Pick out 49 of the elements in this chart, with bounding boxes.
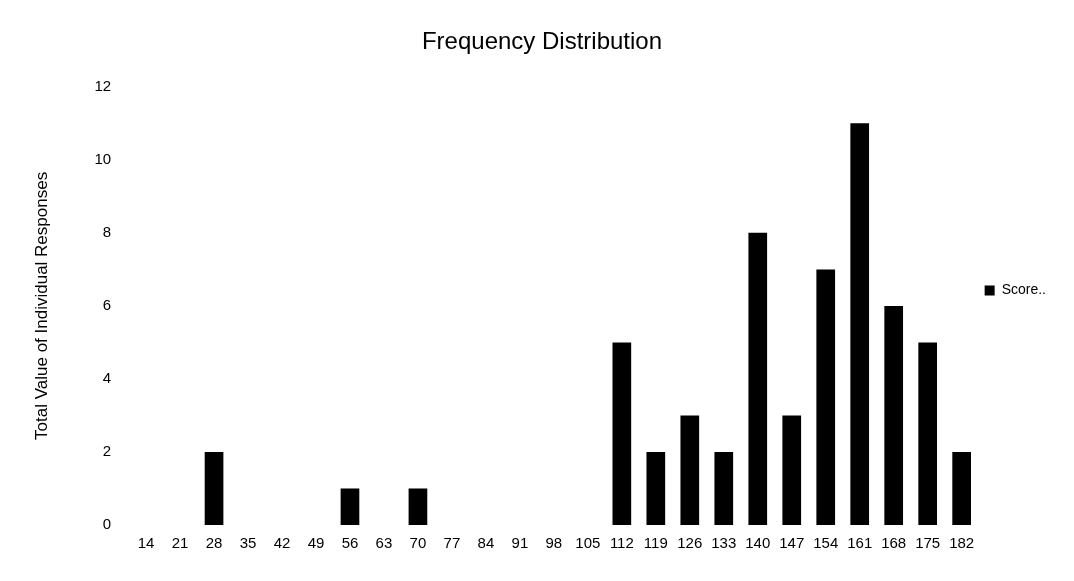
x-tick-label: 77 bbox=[443, 534, 461, 552]
bar bbox=[816, 269, 836, 525]
y-tick-label: 10 bbox=[94, 149, 112, 167]
y-tick-label: 8 bbox=[102, 223, 112, 241]
bar bbox=[714, 451, 734, 525]
x-tick-label: 42 bbox=[273, 534, 291, 552]
x-tick-label: 84 bbox=[477, 534, 495, 552]
x-tick-label: 140 bbox=[745, 534, 771, 552]
bar bbox=[884, 305, 904, 525]
x-tick-label: 105 bbox=[575, 534, 601, 552]
x-tick-label: 126 bbox=[677, 534, 703, 552]
x-tick-label: 168 bbox=[881, 534, 907, 552]
y-axis-title: Total Value of Individual Responses bbox=[31, 171, 51, 440]
x-tick-label: 56 bbox=[341, 534, 359, 552]
bar bbox=[612, 342, 632, 525]
bar bbox=[204, 451, 224, 525]
x-tick-label: 182 bbox=[949, 534, 975, 552]
y-tick-label: 4 bbox=[102, 369, 112, 387]
x-tick-label: 70 bbox=[409, 534, 427, 552]
x-tick-label: 91 bbox=[511, 534, 529, 552]
y-tick-label: 0 bbox=[102, 515, 112, 533]
bar bbox=[850, 123, 870, 525]
bar bbox=[952, 451, 971, 525]
x-tick-label: 63 bbox=[375, 534, 393, 552]
chart-title: Frequency Distribution bbox=[421, 27, 663, 55]
bar bbox=[680, 415, 700, 525]
x-tick-label: 28 bbox=[205, 534, 223, 552]
x-tick-label: 133 bbox=[711, 534, 737, 552]
bar bbox=[646, 451, 666, 525]
x-tick-label: 14 bbox=[137, 534, 155, 552]
bar bbox=[340, 488, 360, 525]
y-tick-label: 2 bbox=[102, 442, 112, 460]
bar bbox=[918, 342, 938, 525]
legend-label: Score.. bbox=[1001, 281, 1047, 298]
y-tick-label: 6 bbox=[102, 296, 112, 314]
bar bbox=[748, 232, 768, 525]
x-tick-label: 161 bbox=[847, 534, 873, 552]
x-tick-label: 35 bbox=[239, 534, 257, 552]
y-tick-label: 12 bbox=[94, 76, 112, 94]
x-tick-label: 175 bbox=[915, 534, 941, 552]
x-tick-label: 147 bbox=[779, 534, 805, 552]
x-tick-label: 154 bbox=[813, 534, 839, 552]
x-tick-label: 21 bbox=[171, 534, 189, 552]
bar bbox=[782, 415, 802, 525]
bar bbox=[408, 488, 428, 525]
x-tick-label: 112 bbox=[609, 534, 634, 552]
x-tick-label: 49 bbox=[307, 534, 325, 552]
x-tick-label: 98 bbox=[545, 534, 563, 552]
x-tick-label: 119 bbox=[643, 534, 668, 552]
